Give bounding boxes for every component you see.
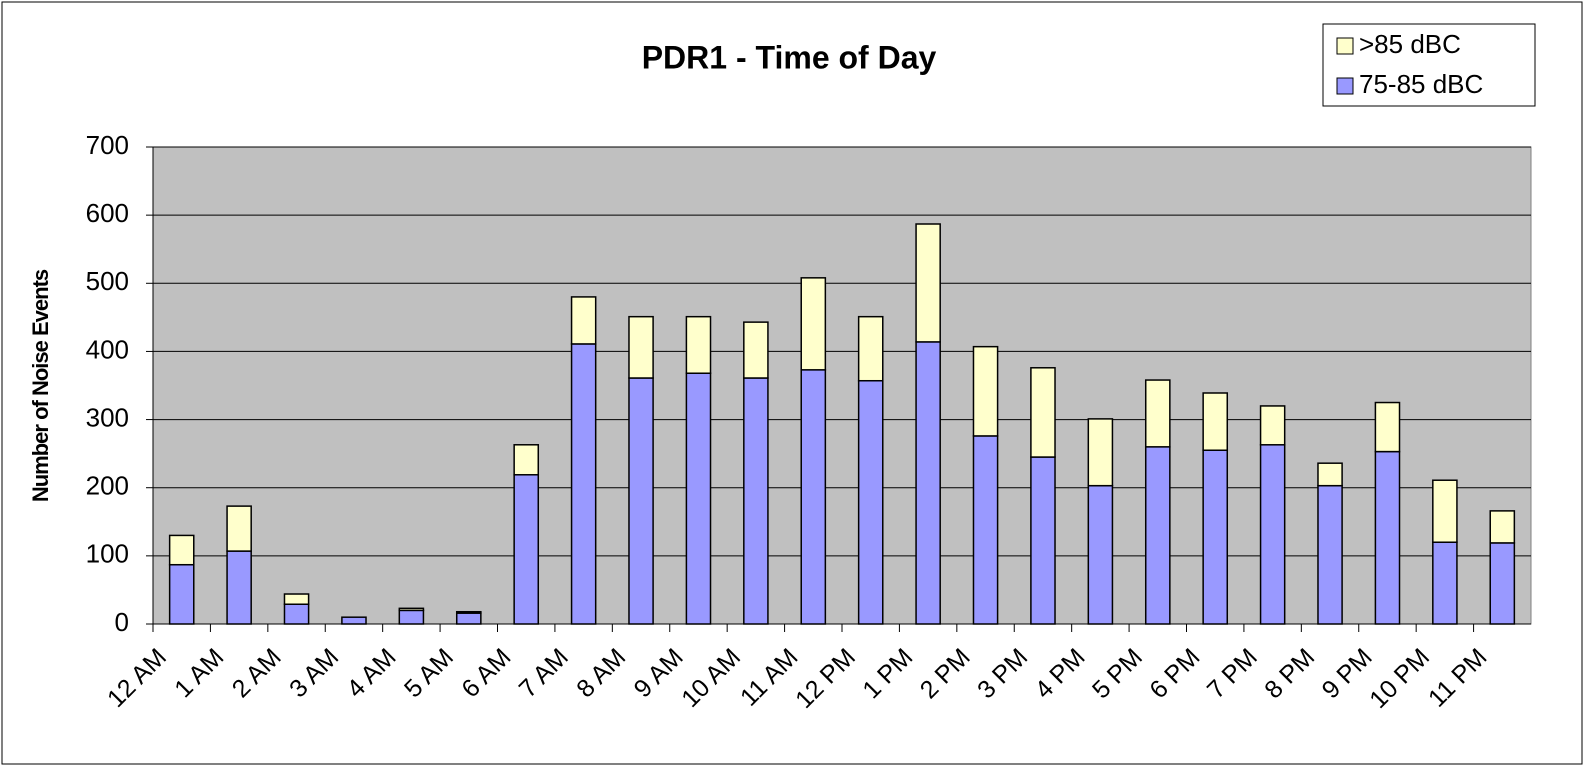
legend-label: >85 dBC [1359,29,1461,59]
bar-segment [1490,511,1514,543]
bar-segment [629,378,653,624]
y-tick-label: 100 [86,539,129,569]
bar-segment [801,370,825,624]
bar-segment [973,347,997,436]
bar-segment [572,344,596,624]
y-tick-label: 500 [86,266,129,296]
bar-segment [170,535,194,564]
legend-swatch [1337,38,1353,54]
bar-segment [1490,543,1514,624]
bar-segment [1433,480,1457,542]
y-tick-label: 0 [115,607,129,637]
chart-title: PDR1 - Time of Day [642,39,937,75]
bar-segment [1146,447,1170,624]
bar-segment [1088,486,1112,624]
bar-segment [514,445,538,475]
bar-segment [1203,393,1227,450]
bar-segment [399,610,423,624]
bar-segment [284,604,308,624]
bar-segment [399,608,423,610]
bar-segment [572,297,596,344]
y-tick-label: 600 [86,198,129,228]
bar-segment [1318,463,1342,485]
bar-segment [916,224,940,342]
bar-segment [1433,542,1457,624]
bar-segment [1261,406,1285,445]
bar-segment [1031,368,1055,457]
bar-segment [859,317,883,381]
bar-segment [1146,380,1170,447]
y-tick-label: 200 [86,471,129,501]
bar-segment [1203,450,1227,624]
bar-segment [916,342,940,624]
bar-segment [686,373,710,624]
legend-label: 75-85 dBC [1359,69,1483,99]
bar-segment [170,565,194,624]
bar-segment [1375,452,1399,624]
bar-segment [1261,445,1285,624]
legend-swatch [1337,78,1353,94]
bar-segment [514,475,538,624]
bar-segment [1375,403,1399,452]
y-tick-label: 300 [86,402,129,432]
bar-segment [629,317,653,378]
bar-segment [227,551,251,624]
bar-segment [973,436,997,624]
bar-segment [1031,457,1055,624]
bar-segment [227,506,251,551]
y-tick-label: 700 [86,130,129,160]
y-tick-label: 400 [86,334,129,364]
bar-segment [1318,486,1342,624]
bar-segment [859,381,883,624]
bar-segment [1088,419,1112,486]
bar-segment [686,317,710,374]
bar-segment [284,594,308,604]
bar-segment [457,612,481,613]
bar-segment [342,617,366,624]
bar-segment [457,613,481,624]
bar-segment [744,322,768,378]
bar-segment [801,278,825,370]
chart: PDR1 - Time of Day Number of Noise Event… [0,0,1586,768]
y-axis-title: Number of Noise Events [28,269,53,502]
bar-segment [744,378,768,624]
